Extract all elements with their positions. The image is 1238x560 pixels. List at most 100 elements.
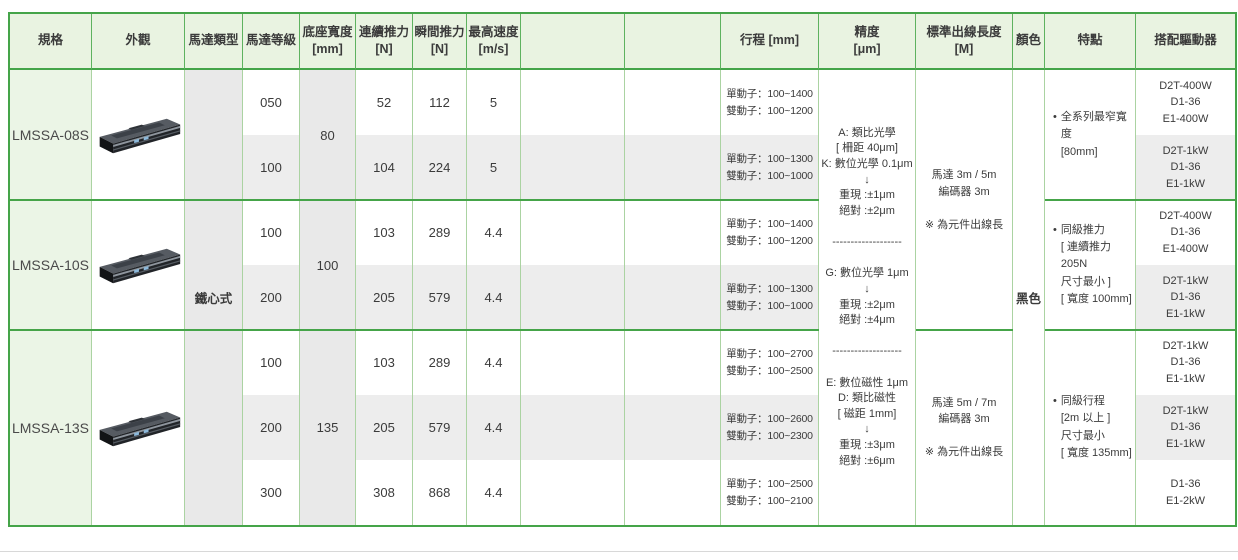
product-image-cell: [92, 330, 185, 525]
col-header-empty-1: [521, 14, 625, 70]
driver-options: D2T-1kW D1-36 E1-1kW: [1136, 135, 1235, 200]
instant-thrust: 289: [413, 200, 467, 265]
bullet-icon: •: [1053, 111, 1057, 124]
bullet-icon: •: [1053, 395, 1057, 408]
feature-text: 全系列最窄寬度 [80mm]: [1060, 111, 1127, 158]
empty-cell: [625, 70, 721, 135]
col-header-max-speed: 最高速度 [m/s]: [467, 14, 521, 70]
col-header-color: 顏色: [1013, 14, 1045, 70]
instant-thrust: 224: [413, 135, 467, 200]
stroke-range: 單動子：100~1300 雙動子：100~1000: [721, 135, 819, 200]
driver-options: D2T-400W D1-36 E1-400W: [1159, 209, 1212, 255]
empty-cell: [521, 460, 625, 525]
group-separator: [10, 329, 819, 331]
instant-thrust: 579: [413, 395, 467, 460]
col-header-accuracy: 精度 [μm]: [819, 14, 916, 70]
col-header-features: 特點: [1045, 14, 1136, 70]
continuous-thrust: 103: [356, 200, 413, 265]
model-name: LMSSA-08S: [10, 70, 92, 200]
empty-cell: [521, 330, 625, 395]
bottom-divider: [0, 551, 1238, 552]
stroke-range: 單動子：100~1300 雙動子：100~1000: [721, 265, 819, 330]
base-width: 100: [300, 200, 356, 330]
driver-options: D2T-1kW D1-36 E1-1kW: [1162, 339, 1209, 385]
continuous-thrust: 205: [356, 265, 413, 330]
model-name: LMSSA-13S: [10, 330, 92, 525]
motor-type-value: 鐵心式: [185, 70, 243, 525]
feature-item: • 全系列最窄寬度 [80mm]: [1045, 70, 1136, 200]
color-value: 黑色: [1013, 70, 1045, 525]
continuous-thrust: 205: [356, 395, 413, 460]
motor-grade: 200: [243, 395, 300, 460]
empty-cell: [521, 395, 625, 460]
instant-thrust: 868: [413, 460, 467, 525]
empty-cell: [625, 395, 721, 460]
group-separator: [10, 199, 819, 201]
model-name: LMSSA-10S: [10, 200, 92, 330]
stroke-range: 單動子：100~1400 雙動子：100~1200: [721, 70, 819, 135]
motor-grade: 100: [243, 330, 300, 395]
cable-length: 馬達 5m / 7m 編碼器 3m ※ 為元件出線長: [916, 330, 1013, 525]
motor-grade: 300: [243, 460, 300, 525]
col-header-cable-length: 標準出線長度 [M]: [916, 14, 1013, 70]
col-header-appearance: 外觀: [92, 14, 185, 70]
instant-thrust: 112: [413, 70, 467, 135]
stroke-range: 單動子：100~1400 雙動子：100~1200: [721, 200, 819, 265]
motor-grade: 050: [243, 70, 300, 135]
linear-motor-actuator-image: [99, 411, 181, 446]
product-image-cell: [92, 70, 185, 200]
motor-grade: 100: [243, 200, 300, 265]
linear-motor-actuator-image: [99, 118, 181, 154]
group-separator: [916, 329, 1013, 331]
continuous-thrust: 103: [356, 330, 413, 395]
bullet-icon: •: [1053, 224, 1057, 237]
stroke-range: 單動子：100~2700 雙動子：100~2500: [721, 330, 819, 395]
instant-thrust: 579: [413, 265, 467, 330]
col-header-motor-grade: 馬達等級: [243, 14, 300, 70]
empty-cell: [625, 330, 721, 395]
empty-cell: [521, 200, 625, 265]
feature-text: 同級推力 [ 連續推力 205N 尺寸最小 ] [ 寬度 100mm]: [1060, 224, 1132, 305]
stroke-range: 單動子：100~2500 雙動子：100~2100: [721, 460, 819, 525]
continuous-thrust: 104: [356, 135, 413, 200]
linear-motor-actuator-image: [99, 248, 181, 284]
empty-cell: [625, 200, 721, 265]
group-separator: [1045, 329, 1235, 331]
continuous-thrust: 52: [356, 70, 413, 135]
max-speed: 4.4: [467, 265, 521, 330]
max-speed: 4.4: [467, 460, 521, 525]
col-header-drivers: 搭配驅動器: [1136, 14, 1235, 70]
product-image-cell: [92, 200, 185, 330]
empty-cell: [521, 265, 625, 330]
empty-cell: [625, 460, 721, 525]
empty-cell: [625, 135, 721, 200]
instant-thrust: 289: [413, 330, 467, 395]
empty-cell: [521, 70, 625, 135]
accuracy-spec: A: 類比光學 [ 柵距 40μm] K: 數位光學 0.1μm ↓ 重現 :±…: [819, 70, 916, 525]
spec-table: 規格 外觀 馬達類型 馬達等級 底座寬度 [mm] 連續推力 [N] 瞬間推力 …: [8, 12, 1237, 527]
base-width: 135: [300, 330, 356, 525]
col-header-stroke: 行程 [mm]: [721, 14, 819, 70]
empty-cell: [625, 265, 721, 330]
col-header-base-width: 底座寬度 [mm]: [300, 14, 356, 70]
feature-item: • 同級行程 [2m 以上 ] 尺寸最小 [ 寬度 135mm]: [1045, 330, 1136, 525]
motor-grade: 200: [243, 265, 300, 330]
continuous-thrust: 308: [356, 460, 413, 525]
empty-cell: [521, 135, 625, 200]
cable-length: 馬達 3m / 5m 編碼器 3m ※ 為元件出線長: [916, 70, 1013, 330]
base-width: 80: [300, 70, 356, 200]
max-speed: 4.4: [467, 395, 521, 460]
max-speed: 5: [467, 135, 521, 200]
feature-item: • 同級推力 [ 連續推力 205N 尺寸最小 ] [ 寬度 100mm]: [1045, 200, 1136, 330]
col-header-instant-thrust: 瞬間推力 [N]: [413, 14, 467, 70]
max-speed: 4.4: [467, 330, 521, 395]
driver-options: D1-36 E1-2kW: [1165, 478, 1206, 507]
motor-grade: 100: [243, 135, 300, 200]
col-header-spec: 規格: [10, 14, 92, 70]
driver-options: D2T-400W D1-36 E1-400W: [1159, 79, 1212, 125]
max-speed: 4.4: [467, 200, 521, 265]
max-speed: 5: [467, 70, 521, 135]
col-header-continuous-thrust: 連續推力 [N]: [356, 14, 413, 70]
group-separator: [1045, 199, 1235, 201]
stroke-range: 單動子：100~2600 雙動子：100~2300: [721, 395, 819, 460]
